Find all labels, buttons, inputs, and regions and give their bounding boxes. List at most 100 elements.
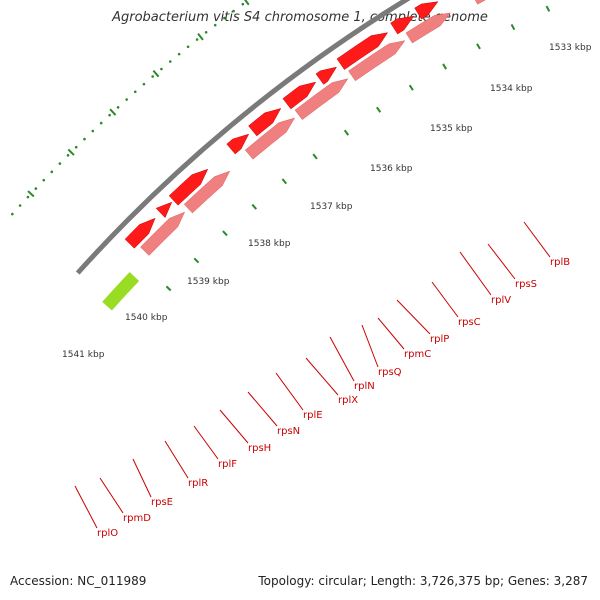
forward-gene-arrow — [226, 133, 250, 155]
accession-text: Accession: NC_011989 — [10, 574, 147, 588]
inner-tick — [408, 84, 414, 91]
forward-gene-arrow — [336, 32, 389, 70]
scale-tick-major — [27, 190, 35, 198]
gene-label-leader — [219, 409, 249, 444]
scale-label: 1540 kbp — [125, 313, 168, 323]
forward-gene-arrow — [414, 1, 439, 20]
scale-tick — [177, 52, 181, 56]
reverse-gene-arrow — [474, 0, 486, 5]
inner-tick — [281, 178, 288, 185]
backbone-arc — [75, 0, 411, 275]
scale-tick — [18, 204, 22, 207]
scale-label: 1537 kbp — [310, 202, 353, 212]
inner-tick — [251, 203, 258, 210]
scale-tick — [186, 45, 190, 49]
scale-tick — [125, 98, 128, 101]
gene-label-leader — [305, 357, 339, 396]
gene-label-leader — [329, 336, 355, 382]
inner-tick — [510, 23, 516, 31]
scale-tick — [116, 106, 120, 109]
scale-tick — [108, 113, 111, 117]
scale-tick — [151, 75, 154, 78]
forward-gene-arrow — [155, 201, 173, 219]
reverse-gene-arrow — [140, 211, 186, 256]
scale-tick — [195, 38, 199, 41]
scale-tick — [74, 145, 78, 149]
scale-tick — [160, 67, 163, 71]
inner-tick — [376, 106, 382, 113]
forward-strand-genes — [124, 1, 439, 249]
scale-tick — [58, 162, 62, 165]
scale-label: 1534 kbp — [490, 84, 533, 94]
inner-tick — [312, 153, 318, 160]
gene-label-leader — [275, 372, 304, 411]
scale-tick-major — [152, 69, 160, 78]
gene-label: rpmC — [404, 349, 431, 360]
gene-label-leader — [431, 281, 459, 318]
forward-gene-arrow — [124, 217, 156, 249]
gene-label: rplV — [491, 295, 511, 306]
gene-label-leader — [99, 477, 124, 514]
scale-tick — [133, 90, 137, 94]
scale-tick — [223, 16, 226, 20]
gene-label: rplN — [354, 381, 375, 392]
scale-label: 1539 kbp — [187, 277, 230, 287]
scale-tick — [204, 31, 208, 34]
gene-label-leader — [487, 243, 516, 280]
gene-label-leader — [164, 440, 189, 479]
gene-label: rplB — [550, 257, 570, 268]
gene-label: rpsN — [277, 426, 300, 437]
scale-tick — [91, 129, 95, 133]
inner-tick — [193, 257, 200, 264]
scale-label: 1538 kbp — [248, 239, 291, 249]
scale-tick — [50, 170, 54, 174]
gene-label-leader — [459, 251, 492, 296]
chromosome-backbone — [75, 0, 411, 275]
gene-label: rplP — [430, 334, 449, 345]
scale-tick — [42, 178, 46, 182]
scale-tick-major — [244, 0, 250, 6]
scale-tick-major — [67, 148, 75, 156]
inner-tick — [165, 285, 172, 292]
forward-gene-arrow — [248, 108, 282, 137]
gene-label: rpsH — [248, 443, 271, 454]
gene-label-leader — [523, 221, 551, 258]
reverse-gene-arrow — [348, 40, 406, 82]
genome-stats-text: Topology: circular; Length: 3,726,375 bp… — [258, 574, 588, 588]
gene-label-leader — [74, 485, 98, 529]
scale-tick — [11, 212, 14, 216]
gene-label: rpsS — [515, 279, 537, 290]
scale-ticks — [11, 0, 551, 292]
scale-tick — [66, 154, 70, 157]
forward-gene-arrow — [282, 81, 317, 110]
reverse-gene-arrow — [183, 170, 231, 214]
scale-tick — [241, 2, 245, 6]
scale-tick-major — [109, 108, 117, 116]
inner-tick — [442, 63, 448, 70]
gene-label-leader — [193, 425, 219, 460]
gene-label-leader — [361, 324, 379, 368]
forward-gene-arrow — [315, 66, 338, 85]
gene-label-leader — [247, 391, 278, 427]
gene-label: rplF — [218, 459, 237, 470]
scale-label: 1541 kbp — [62, 350, 105, 360]
scale-tick — [142, 82, 146, 86]
scale-labels: 1533 kbp 1534 kbp 1535 kbp 1536 kbp 1537 kbp… — [62, 43, 592, 360]
gene-label: rpmD — [123, 513, 151, 524]
gene-label: rplO — [97, 528, 118, 539]
scale-tick-major — [197, 33, 204, 41]
inner-tick — [476, 43, 481, 50]
scale-tick — [26, 195, 30, 199]
scale-label: 1535 kbp — [430, 124, 473, 134]
gene-label: rplR — [188, 478, 208, 489]
gene-label-leader — [396, 299, 431, 335]
reverse-gene-arrow — [244, 117, 296, 160]
gene-label: rpsQ — [378, 367, 402, 378]
inner-tick — [222, 230, 228, 237]
reverse-strand-genes — [102, 0, 486, 311]
scale-tick — [168, 60, 172, 63]
inner-tick — [343, 129, 350, 136]
forward-gene-arrow — [168, 168, 209, 206]
gene-label: rplE — [303, 410, 323, 421]
